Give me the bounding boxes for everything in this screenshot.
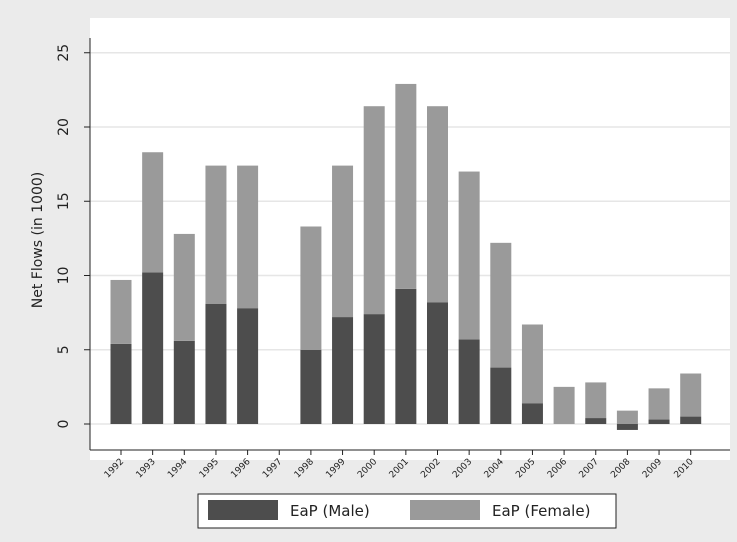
bar-female-1995 <box>205 165 227 304</box>
bar-male-1995 <box>205 303 227 424</box>
x-tick-label: 1997 <box>261 457 284 480</box>
legend-label-female: EaP (Female) <box>492 502 590 520</box>
x-tick-label: 1995 <box>198 457 221 480</box>
bar-male-2008 <box>616 424 638 430</box>
bar-female-2009 <box>648 388 670 420</box>
bar-female-2001 <box>395 83 417 289</box>
y-ticks: 0 5 10 15 20 25 <box>56 44 90 429</box>
bar-female-2000 <box>363 106 385 315</box>
legend-swatch-female <box>410 500 480 520</box>
y-tick-label: 10 <box>56 267 72 285</box>
bar-female-2010 <box>680 373 702 417</box>
bar-female-2005 <box>521 324 543 404</box>
bar-female-2008 <box>616 410 638 424</box>
bar-female-1996 <box>237 165 259 309</box>
x-tick-label: 2007 <box>578 457 601 480</box>
bars <box>110 83 702 430</box>
y-tick-label: 20 <box>56 118 72 136</box>
bar-female-1999 <box>332 165 354 318</box>
x-tick-label: 1994 <box>166 457 189 480</box>
x-tick-label: 2004 <box>483 457 506 480</box>
bar-male-1996 <box>237 308 259 424</box>
y-axis-title: Net Flows (in 1000) <box>30 172 46 309</box>
bar-male-2000 <box>363 314 385 424</box>
legend-swatch-male <box>208 500 278 520</box>
bar-male-2003 <box>458 339 480 424</box>
x-tick-label: 1993 <box>135 457 158 480</box>
x-tick-label: 2008 <box>609 457 632 480</box>
bar-male-1993 <box>142 272 164 424</box>
bar-female-1993 <box>142 152 164 273</box>
bar-male-2002 <box>427 302 448 424</box>
bar-female-2007 <box>585 382 607 419</box>
bar-male-2005 <box>521 403 543 424</box>
legend-label-male: EaP (Male) <box>290 502 370 520</box>
x-tick-label: 2002 <box>419 457 442 480</box>
x-tick-label: 2003 <box>451 457 474 480</box>
bar-female-1992 <box>110 279 132 344</box>
x-tick-label: 2006 <box>546 457 569 480</box>
bar-female-2003 <box>458 171 480 340</box>
bar-male-1994 <box>173 340 195 424</box>
bar-male-2007 <box>585 418 607 424</box>
y-tick-label: 0 <box>56 420 72 429</box>
bar-male-2001 <box>395 288 417 424</box>
bar-female-1998 <box>300 226 322 350</box>
bar-female-2002 <box>427 106 448 303</box>
bar-male-2004 <box>490 367 512 424</box>
y-tick-label: 25 <box>56 44 72 62</box>
y-tick-label: 5 <box>56 345 72 354</box>
x-tick-label: 1992 <box>103 457 126 480</box>
bar-male-2010 <box>680 416 702 424</box>
x-tick-label: 1998 <box>293 457 316 480</box>
legend: EaP (Male) EaP (Female) <box>197 493 617 529</box>
bar-male-2009 <box>648 419 670 424</box>
bar-female-2006 <box>553 386 575 424</box>
bar-male-1999 <box>332 317 354 424</box>
x-tick-label: 2000 <box>356 457 379 480</box>
x-tick-label: 2009 <box>641 457 664 480</box>
bar-male-1992 <box>110 343 132 424</box>
x-tick-label: 2010 <box>673 457 696 480</box>
y-tick-label: 15 <box>56 192 72 210</box>
x-tick-label: 2001 <box>388 457 411 480</box>
bar-female-1994 <box>173 233 195 341</box>
x-tick-label: 2005 <box>514 457 537 480</box>
bar-male-1998 <box>300 349 322 424</box>
x-tick-label: 1996 <box>229 457 252 480</box>
bar-female-2004 <box>490 242 512 368</box>
x-tick-label: 1999 <box>324 457 347 480</box>
